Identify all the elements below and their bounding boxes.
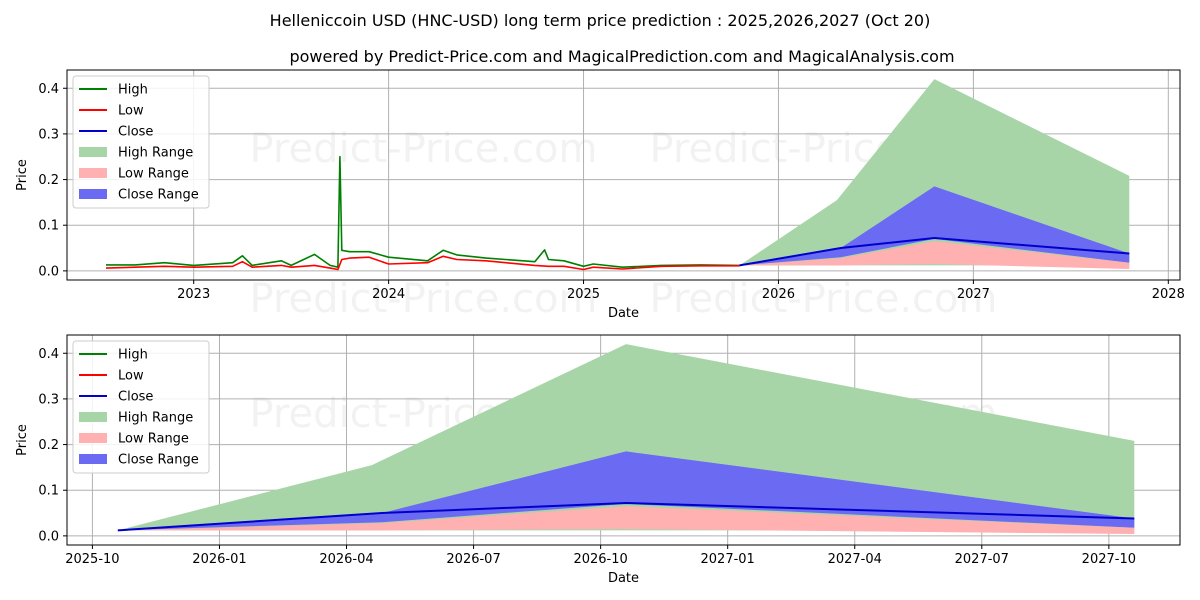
legend-label: High xyxy=(118,83,148,98)
y-tick-label: 0.4 xyxy=(38,347,59,362)
legend-label: High Range xyxy=(118,411,193,426)
y-tick-label: 0.0 xyxy=(38,264,59,279)
close-price-line xyxy=(739,237,1130,267)
chart-title: Helleniccoin USD (HNC-USD) long term pri… xyxy=(270,11,931,30)
legend-label: Close xyxy=(118,390,153,405)
y-tick-label: 0.1 xyxy=(38,219,59,234)
close-price-line xyxy=(117,502,1135,532)
y-tick-label: 0.2 xyxy=(38,173,59,188)
legend-area-swatch xyxy=(79,189,107,199)
low-price-line xyxy=(105,255,740,271)
upper-chart-panel: Predict-Price.com Predict-Price.com Predic… xyxy=(15,69,1185,322)
x-tick-label: 2027-10 xyxy=(1082,552,1136,567)
axes-frame xyxy=(66,334,1181,546)
x-tick-label: 2025-10 xyxy=(65,552,119,567)
legend: High Low Close High Range Low Range Close Ran… xyxy=(72,75,210,209)
legend-label: High xyxy=(118,348,148,363)
y-tick-label: 0.0 xyxy=(38,529,59,544)
x-tick-label: 2027-04 xyxy=(828,552,882,567)
legend-area-swatch xyxy=(79,454,107,464)
y-tick-label: 0.3 xyxy=(38,392,59,407)
x-tick-label: 2024 xyxy=(372,287,405,302)
y-tick-label: 0.4 xyxy=(38,82,59,97)
y-tick-label: 0.3 xyxy=(38,127,59,142)
x-tick-label: 2025 xyxy=(567,287,600,302)
plot-area xyxy=(117,344,1135,534)
x-tick-label: 2023 xyxy=(177,287,210,302)
x-tick-label: 2026-04 xyxy=(319,552,373,567)
low-range-area xyxy=(117,506,1135,534)
x-axis-label: Date xyxy=(608,571,639,586)
watermark-text: Predict-Price.com xyxy=(250,276,598,322)
x-tick-label: 2028 xyxy=(1152,287,1185,302)
legend-label: Close Range xyxy=(118,188,199,203)
x-tick-label: 2027 xyxy=(957,287,990,302)
legend-label: Close Range xyxy=(118,453,199,468)
legend-area-swatch xyxy=(79,433,107,443)
watermark-text: Predict-Price.com xyxy=(250,126,598,172)
x-tick-label: 2026 xyxy=(762,287,795,302)
x-tick-label: 2026-07 xyxy=(446,552,500,567)
low-range-area xyxy=(739,241,1130,269)
watermark-text: Predict-Price.com xyxy=(650,276,998,322)
x-tick-label: 2027-07 xyxy=(955,552,1009,567)
lower-chart-panel: Predict-Price.comPredict-Price.com2025-1… xyxy=(15,334,1181,586)
legend-label: Close xyxy=(118,125,153,140)
high-price-line xyxy=(106,155,740,268)
legend-label: High Range xyxy=(118,146,193,161)
legend-area-swatch xyxy=(79,412,107,422)
legend-label: Low Range xyxy=(118,432,189,447)
legend-area-swatch xyxy=(79,147,107,157)
x-tick-label: 2026-10 xyxy=(573,552,627,567)
y-tick-label: 0.1 xyxy=(38,484,59,499)
axes-frame xyxy=(66,69,1181,281)
x-tick-label: 2027-01 xyxy=(701,552,755,567)
y-axis-label: Price xyxy=(15,424,30,456)
legend-label: Low xyxy=(118,104,144,119)
plot-area xyxy=(105,79,1130,271)
legend-area-swatch xyxy=(79,168,107,178)
x-axis-label: Date xyxy=(608,306,639,321)
x-tick-label: 2026-01 xyxy=(192,552,246,567)
legend-label: Low xyxy=(118,369,144,384)
y-tick-label: 0.2 xyxy=(38,438,59,453)
y-axis-label: Price xyxy=(15,159,30,191)
high-range-area xyxy=(739,79,1130,266)
legend: High Low Close High Range Low Range Close Ran… xyxy=(72,340,210,474)
high-range-area xyxy=(117,344,1135,531)
chart-subtitle: powered by Predict-Price.com and Magical… xyxy=(289,47,954,66)
legend-label: Low Range xyxy=(118,167,189,182)
